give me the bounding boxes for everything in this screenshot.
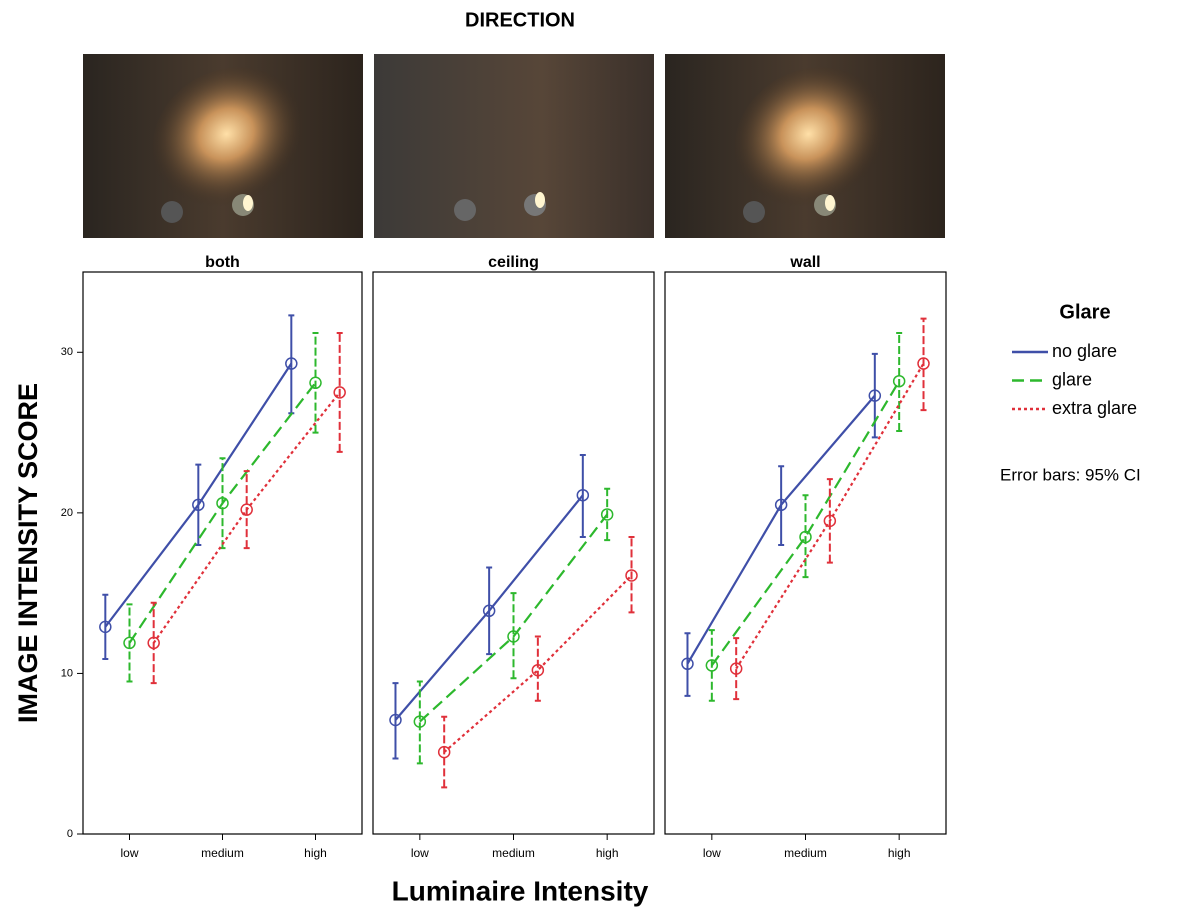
point [823,514,837,528]
x-tick-label: medium [201,846,244,860]
legend-title: Glare [1059,301,1110,323]
series-line [710,380,901,667]
panel-frame [82,271,363,835]
error-bar [778,465,785,546]
point [482,604,496,618]
panel-title: wall [789,254,820,271]
point [216,496,229,510]
error-bar [195,463,202,546]
error-bar [336,332,343,453]
point [240,503,253,516]
error-bar [102,593,109,660]
point [892,374,906,388]
x-tick-label: medium [784,846,827,860]
photo [665,54,945,238]
x-tick-label: low [703,846,721,860]
legend-label: glare [1052,369,1092,389]
point [192,498,205,512]
error-bar [243,470,250,550]
y-axis-title: IMAGE INTENSITY SCORE [13,383,43,723]
series-line [419,513,609,723]
point [309,376,322,390]
error-bar [802,494,809,579]
error-bar [126,603,133,683]
point [576,488,590,502]
legend-label: no glare [1052,341,1117,361]
x-tick-label: high [304,846,327,860]
point [917,357,930,370]
y-tick-label: 20 [61,507,73,519]
point [99,620,112,634]
x-tick-label: low [411,846,429,860]
point [868,389,882,402]
error-bar [628,535,635,614]
point [123,636,136,650]
point [413,715,427,728]
x-tick-label: high [888,846,911,860]
photo [83,54,363,238]
point [333,386,346,399]
series-line [735,362,925,670]
point [705,659,719,672]
error-bar [534,635,541,702]
x-tick-label: high [596,846,619,860]
panel-title: both [205,254,240,271]
point [729,662,743,675]
point [774,498,788,512]
point [681,657,694,671]
y-tick-label: 0 [67,828,73,840]
panel-title: ceiling [488,254,539,271]
note: Error bars: 95% CI [1000,465,1141,484]
point [531,663,545,677]
error-bar [684,632,691,697]
point [625,569,638,582]
error-bar [486,566,493,656]
error-bar [920,317,927,412]
legend-label: extra glare [1052,398,1137,418]
error-bar [708,629,715,702]
y-tick-label: 30 [61,346,73,358]
point [285,357,298,370]
point [799,530,812,544]
y-tick-label: 10 [61,667,73,679]
point [437,745,451,759]
error-bar [150,601,157,685]
photo [374,54,654,238]
x-tick-label: low [120,846,138,860]
chart-title: DIRECTION [465,9,575,31]
point [389,713,402,727]
x-axis-title: Luminaire Intensity [392,875,649,906]
error-bar [416,680,423,765]
error-bar [733,637,740,701]
error-bar [392,682,399,760]
x-tick-label: medium [492,846,535,860]
point [507,630,520,643]
error-bar [312,332,319,434]
error-bar [288,314,295,415]
panel-frame [372,271,655,835]
error-bar [604,487,611,542]
error-bar [896,332,903,432]
error-bar [510,592,517,680]
error-bar [579,454,586,538]
error-bar [826,478,833,564]
point [147,636,160,650]
point [600,508,614,521]
error-bar [441,715,448,789]
